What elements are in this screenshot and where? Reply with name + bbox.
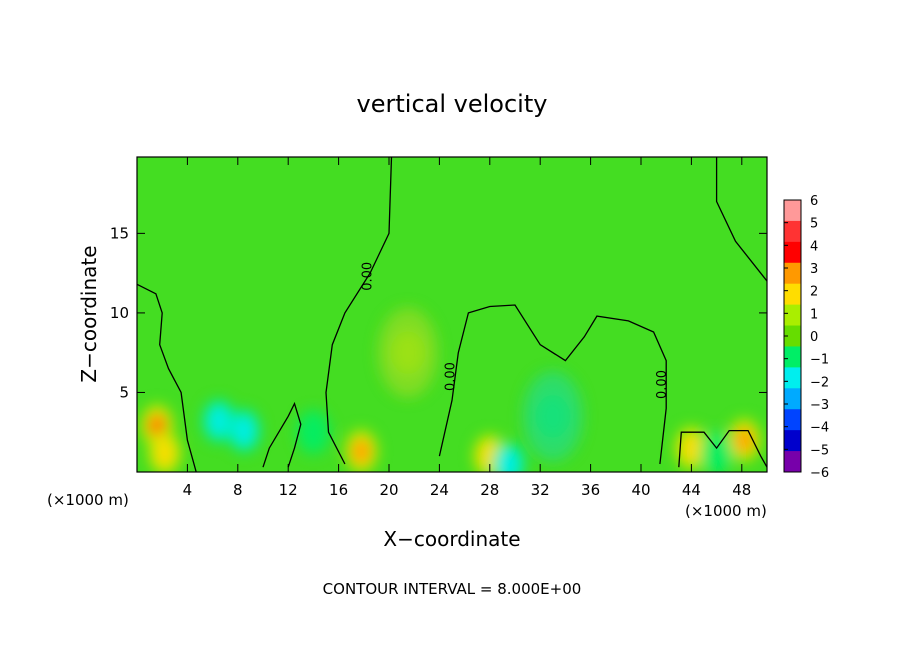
colorbar-label: 3 — [810, 262, 818, 277]
contour-label: 0.00 — [360, 262, 375, 291]
colorbar-label: 2 — [810, 285, 818, 300]
colorbar-label: −5 — [810, 443, 829, 458]
colorbar-segment — [784, 451, 801, 473]
colorbar-label: 5 — [810, 217, 818, 232]
colorbar-label: 4 — [810, 239, 818, 254]
contour-line — [438, 304, 667, 465]
contour-lines — [137, 157, 767, 472]
x-unit-right: (×1000 m) — [685, 502, 767, 520]
x-axis: 4 8 12 16 20 24 28 32 36 40 44 48 — [183, 157, 751, 499]
contour-line — [678, 429, 767, 468]
heatmap-blob — [678, 431, 705, 466]
x-tick-label: 4 — [183, 481, 193, 499]
chart-title: vertical velocity — [357, 90, 548, 118]
y-tick-label: 15 — [110, 224, 129, 242]
contour-label: 0.00 — [444, 362, 459, 391]
plot-frame — [136, 156, 768, 473]
x-tick-label: 8 — [233, 481, 243, 499]
colorbar-label: 0 — [810, 330, 818, 345]
colorbar: 6 5 4 3 2 1 0 −1 −2 −3 −4 −5 −6 — [783, 194, 829, 481]
heatmap-blob — [700, 430, 734, 472]
heatmap-blob — [352, 439, 371, 464]
heatmap-blob — [151, 418, 163, 433]
colorbar-segment — [784, 430, 801, 452]
colorbar-segment — [784, 200, 801, 222]
x-tick-label: 20 — [379, 481, 398, 499]
x-tick-label: 40 — [631, 481, 650, 499]
heatmap-blob — [151, 435, 178, 470]
x-tick-label: 24 — [430, 481, 449, 499]
heatmap-blob — [522, 371, 583, 462]
heatmap-blob — [735, 428, 754, 453]
colorbar-segment — [784, 262, 801, 285]
colorbar-label: −1 — [810, 353, 829, 368]
x-tick-label: 16 — [329, 481, 348, 499]
colorbar-segment — [784, 220, 801, 243]
contour-label: 0.00 — [655, 370, 670, 399]
heatmap-blob — [206, 404, 232, 439]
colorbar-segment — [784, 304, 801, 327]
contour-line — [325, 157, 393, 465]
colorbar-label: −2 — [810, 375, 829, 390]
heatmap-blob — [231, 413, 257, 448]
y-axis: 5 10 15 — [110, 224, 767, 401]
x-tick-label: 12 — [279, 481, 298, 499]
contour-line — [715, 157, 767, 282]
colorbar-label: −6 — [810, 466, 829, 481]
plot-area: 0.00 0.00 0.00 — [136, 156, 768, 473]
contour-interval-note: CONTOUR INTERVAL = 8.000E+00 — [323, 580, 582, 598]
colorbar-label: 1 — [810, 307, 818, 322]
heatmap-blob — [377, 307, 438, 398]
x-tick-label: 32 — [531, 481, 550, 499]
y-axis-label: Z−coordinate — [77, 245, 101, 382]
colorbar-segment — [784, 325, 801, 347]
x-tick-label: 44 — [682, 481, 701, 499]
contour-labels: 0.00 0.00 0.00 — [360, 262, 670, 399]
colorbar-segment — [784, 283, 801, 306]
colorbar-segment — [784, 241, 801, 264]
x-tick-label: 48 — [732, 481, 751, 499]
x-unit-left: (×1000 m) — [47, 491, 129, 509]
colorbar-label: 6 — [810, 194, 818, 209]
x-tick-label: 28 — [480, 481, 499, 499]
colorbar-label: −3 — [810, 398, 829, 413]
colorbar-segment — [784, 409, 801, 431]
heatmap-blob — [495, 447, 522, 472]
heatmap-features — [140, 307, 761, 472]
colorbar-label: −4 — [810, 421, 829, 436]
y-tick-label: 10 — [110, 304, 129, 322]
contour-line — [262, 401, 302, 468]
x-tick-label: 36 — [581, 481, 600, 499]
colorbar-segment — [784, 367, 801, 389]
contour-line — [137, 283, 197, 472]
colorbar-segment — [784, 388, 801, 410]
y-tick-label: 5 — [119, 383, 129, 401]
colorbar-segment — [784, 346, 801, 368]
heatmap-blob — [296, 410, 330, 455]
x-axis-label: X−coordinate — [383, 527, 520, 551]
